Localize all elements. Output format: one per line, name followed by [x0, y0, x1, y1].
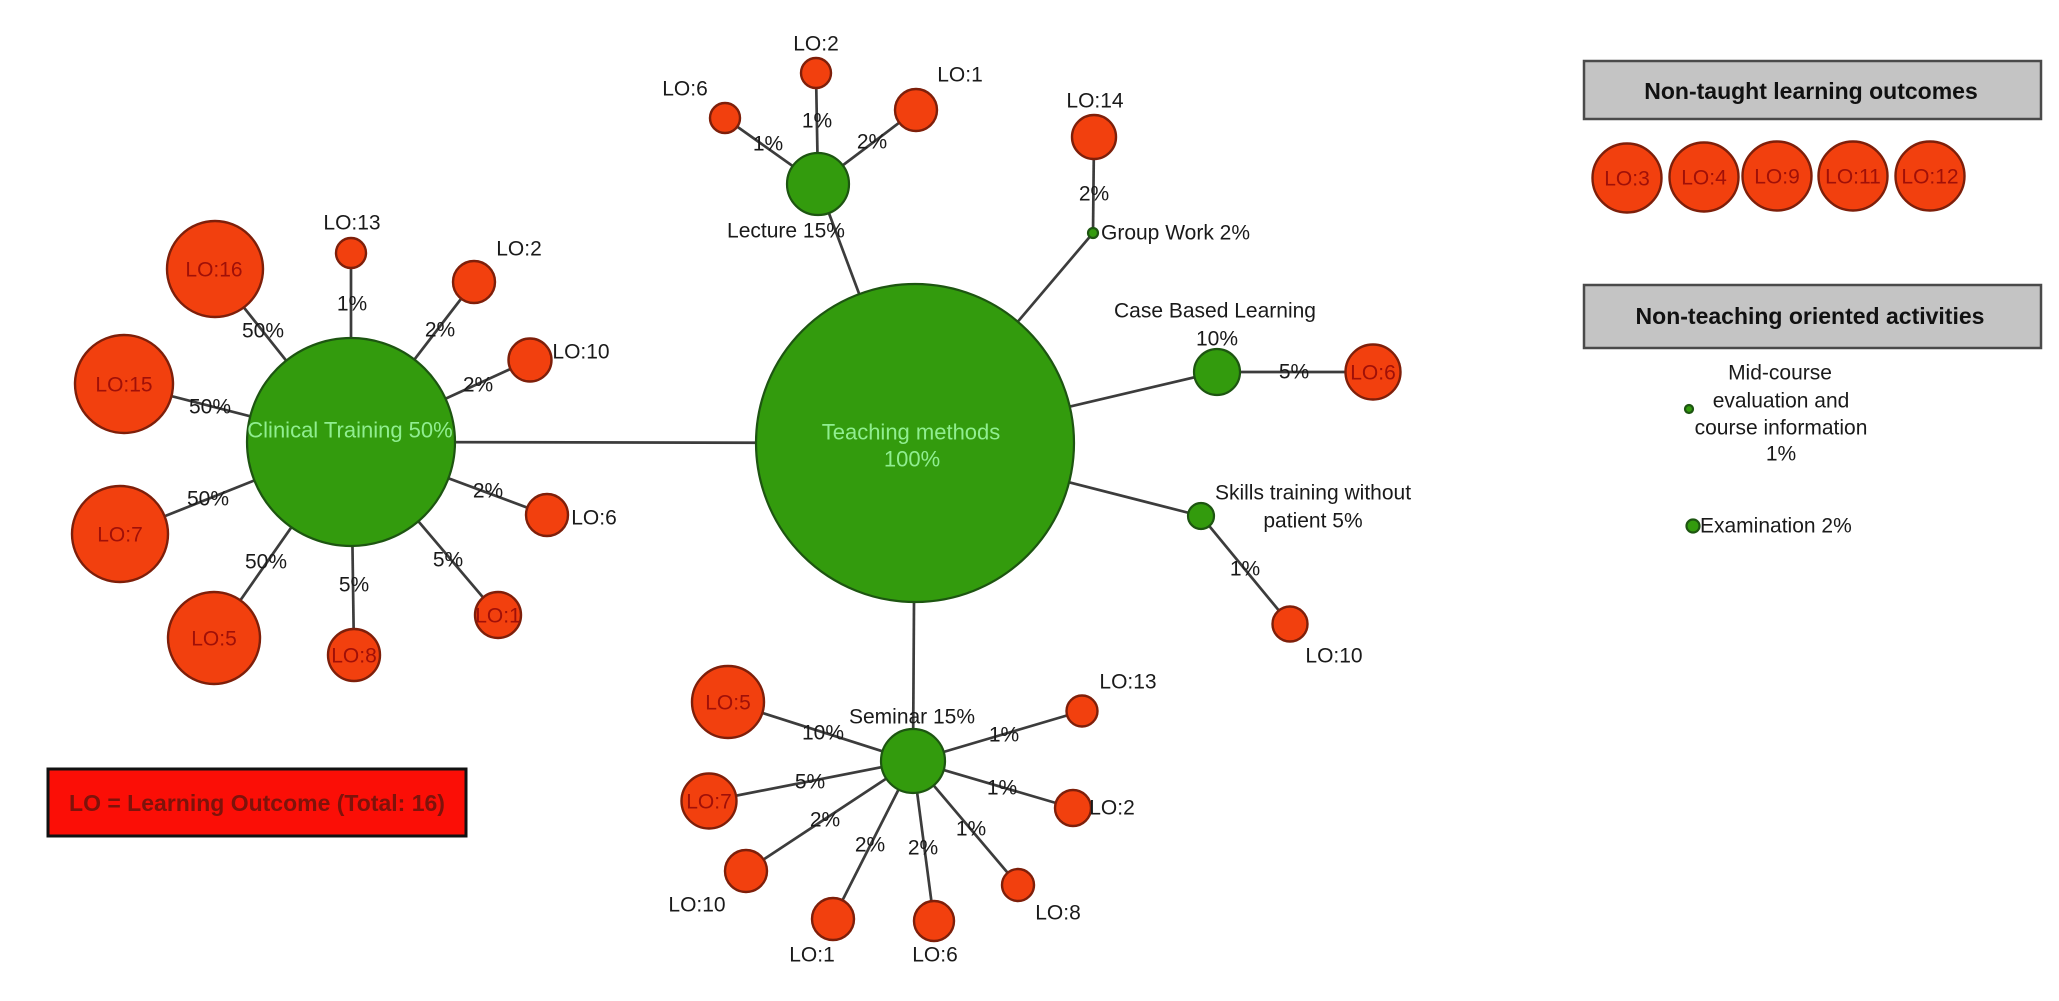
svg-text:LO:15: LO:15: [95, 374, 152, 397]
svg-text:LO:9: LO:9: [1754, 166, 1800, 189]
svg-text:LO:4: LO:4: [1681, 167, 1727, 190]
svg-text:LO:10: LO:10: [552, 341, 609, 364]
svg-text:LO:10: LO:10: [668, 894, 725, 917]
svg-text:1%: 1%: [802, 110, 832, 133]
svg-text:LO:1: LO:1: [937, 64, 983, 87]
svg-text:10%: 10%: [1196, 328, 1238, 351]
svg-text:course information: course information: [1695, 417, 1868, 440]
svg-text:50%: 50%: [189, 396, 231, 419]
svg-text:patient 5%: patient 5%: [1263, 510, 1362, 533]
svg-text:LO:6: LO:6: [1350, 362, 1396, 385]
svg-text:LO:2: LO:2: [793, 33, 839, 56]
svg-text:LO:6: LO:6: [912, 944, 958, 967]
svg-text:LO:6: LO:6: [662, 78, 708, 101]
svg-text:5%: 5%: [1279, 361, 1309, 384]
svg-text:2%: 2%: [810, 809, 840, 832]
svg-text:Skills training without: Skills training without: [1215, 482, 1411, 505]
svg-text:50%: 50%: [245, 551, 287, 574]
svg-text:Lecture 15%: Lecture 15%: [727, 220, 845, 243]
svg-text:50%: 50%: [242, 320, 284, 343]
svg-text:LO:12: LO:12: [1901, 166, 1958, 189]
svg-text:50%: 50%: [187, 488, 229, 511]
svg-text:LO:2: LO:2: [1089, 797, 1135, 820]
svg-text:1%: 1%: [1230, 558, 1260, 581]
svg-text:2%: 2%: [425, 319, 455, 342]
svg-text:1%: 1%: [956, 818, 986, 841]
svg-text:Group Work 2%: Group Work 2%: [1101, 222, 1250, 245]
svg-text:Examination 2%: Examination 2%: [1700, 515, 1852, 538]
svg-text:5%: 5%: [433, 549, 463, 572]
svg-text:LO:10: LO:10: [1305, 645, 1362, 668]
svg-text:1%: 1%: [987, 777, 1017, 800]
svg-text:2%: 2%: [857, 131, 887, 154]
svg-text:5%: 5%: [339, 574, 369, 597]
svg-text:LO:13: LO:13: [1099, 671, 1156, 694]
svg-text:LO:14: LO:14: [1066, 90, 1124, 113]
svg-text:1%: 1%: [753, 133, 783, 156]
svg-text:LO:1: LO:1: [789, 944, 835, 967]
svg-text:LO:16: LO:16: [185, 259, 242, 282]
svg-text:LO:8: LO:8: [331, 645, 377, 668]
svg-text:LO = Learning Outcome (Total:: LO = Learning Outcome (Total: 16): [69, 790, 445, 816]
svg-text:2%: 2%: [908, 837, 938, 860]
svg-text:Mid-course: Mid-course: [1728, 362, 1832, 385]
svg-text:LO:13: LO:13: [323, 212, 380, 235]
svg-text:Non-teaching oriented activiti: Non-teaching oriented activities: [1636, 303, 1985, 329]
svg-text:LO:5: LO:5: [191, 628, 237, 651]
svg-text:evaluation and: evaluation and: [1713, 390, 1850, 413]
svg-text:1%: 1%: [337, 293, 367, 316]
svg-text:1%: 1%: [1766, 443, 1796, 466]
svg-text:LO:1: LO:1: [475, 605, 521, 628]
svg-text:LO:11: LO:11: [1825, 166, 1881, 189]
svg-text:LO:8: LO:8: [1035, 902, 1081, 925]
svg-text:10%: 10%: [802, 722, 844, 745]
svg-text:1%: 1%: [989, 724, 1019, 747]
svg-text:2%: 2%: [1079, 183, 1109, 206]
svg-text:LO:7: LO:7: [686, 791, 732, 814]
svg-text:5%: 5%: [795, 771, 825, 794]
svg-text:Clinical Training 50%: Clinical Training 50%: [247, 418, 452, 443]
svg-text:LO:5: LO:5: [705, 692, 751, 715]
svg-text:LO:7: LO:7: [97, 524, 143, 547]
svg-text:Case Based Learning: Case Based Learning: [1114, 300, 1316, 323]
svg-text:2%: 2%: [855, 834, 885, 857]
svg-text:LO:6: LO:6: [571, 507, 617, 530]
svg-text:2%: 2%: [463, 374, 493, 397]
svg-text:Seminar 15%: Seminar 15%: [849, 706, 975, 729]
svg-text:Teaching methods: Teaching methods: [822, 420, 1001, 445]
svg-text:100%: 100%: [884, 447, 940, 472]
svg-text:LO:2: LO:2: [496, 238, 542, 261]
svg-text:Non-taught learning outcomes: Non-taught learning outcomes: [1644, 78, 1978, 104]
svg-text:2%: 2%: [473, 480, 503, 503]
svg-text:LO:3: LO:3: [1604, 168, 1650, 191]
